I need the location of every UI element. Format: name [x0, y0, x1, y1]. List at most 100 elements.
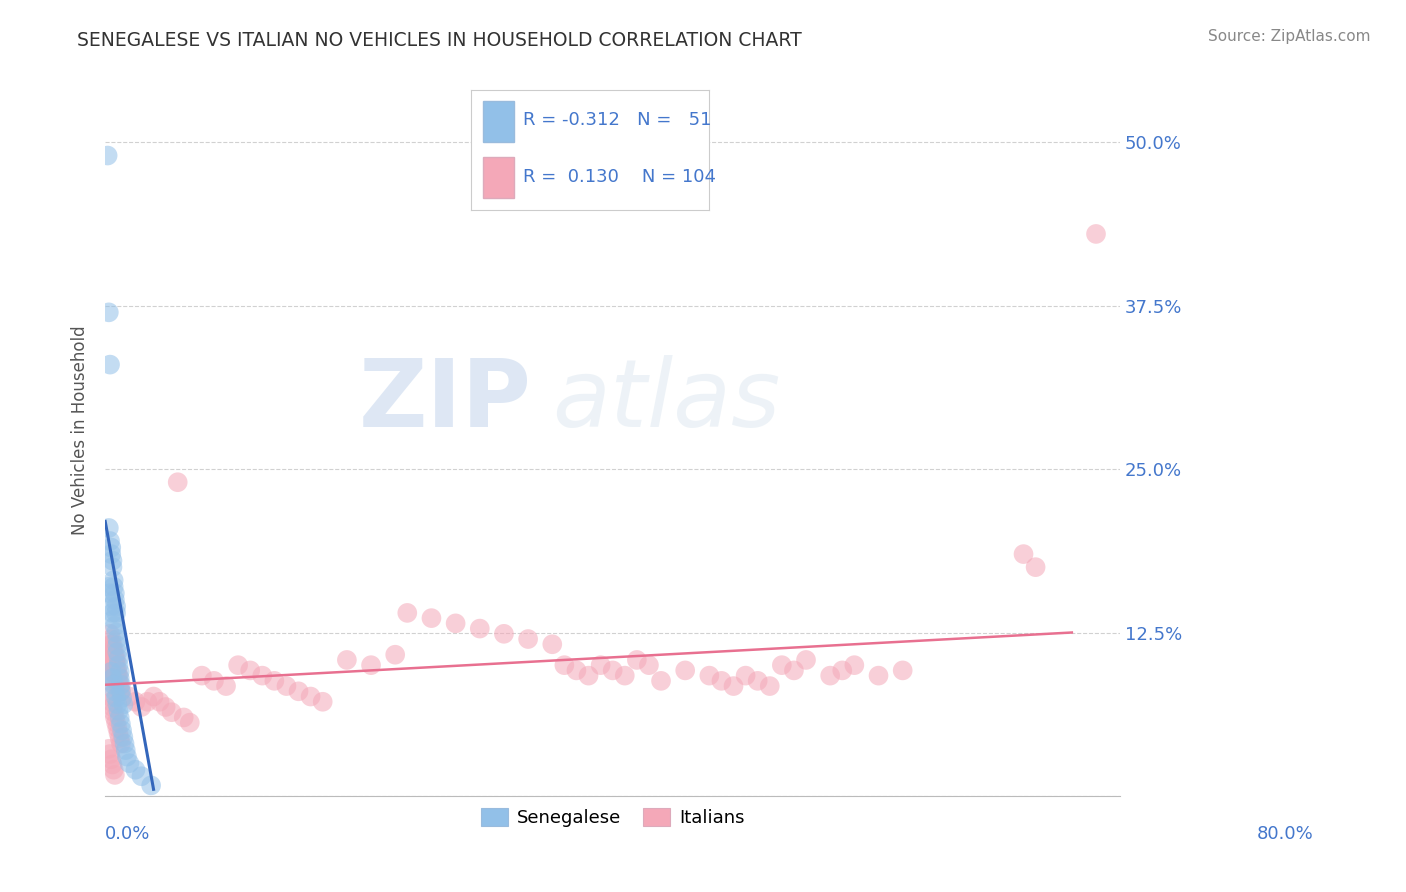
Point — [110, 684, 132, 698]
Point — [100, 648, 122, 662]
Point — [105, 639, 128, 653]
Point — [1085, 227, 1108, 241]
Point — [287, 684, 309, 698]
Point — [166, 475, 188, 490]
Point — [831, 664, 853, 678]
Text: ZIP: ZIP — [359, 355, 531, 447]
Point — [105, 721, 128, 735]
Point — [100, 632, 122, 646]
Point — [131, 769, 153, 783]
Point — [124, 695, 146, 709]
Point — [114, 737, 136, 751]
Point — [100, 752, 122, 766]
Point — [602, 664, 624, 678]
Point — [98, 747, 121, 761]
Point — [101, 642, 124, 657]
Y-axis label: No Vehicles in Household: No Vehicles in Household — [72, 326, 89, 535]
Point — [783, 664, 806, 678]
Point — [108, 665, 131, 679]
Point — [215, 679, 238, 693]
Point — [723, 679, 745, 693]
Point — [673, 664, 696, 678]
Point — [103, 580, 125, 594]
Point — [105, 673, 128, 688]
Point — [105, 668, 128, 682]
Point — [103, 642, 125, 657]
Point — [312, 695, 335, 709]
Point — [105, 698, 128, 712]
Point — [108, 710, 131, 724]
Text: atlas: atlas — [551, 355, 780, 446]
Point — [103, 573, 125, 587]
Point — [112, 698, 135, 712]
Point — [103, 705, 125, 719]
Point — [173, 710, 195, 724]
Point — [98, 358, 121, 372]
Text: SENEGALESE VS ITALIAN NO VEHICLES IN HOUSEHOLD CORRELATION CHART: SENEGALESE VS ITALIAN NO VEHICLES IN HOU… — [77, 31, 801, 50]
Point — [818, 668, 841, 682]
Point — [100, 547, 122, 561]
Point — [699, 668, 721, 682]
Point — [105, 645, 128, 659]
Point — [139, 778, 162, 792]
Point — [492, 627, 515, 641]
Point — [108, 671, 131, 685]
Point — [115, 749, 138, 764]
Point — [107, 726, 129, 740]
Point — [396, 606, 419, 620]
Point — [107, 658, 129, 673]
Point — [100, 541, 122, 555]
Point — [104, 586, 127, 600]
Point — [110, 717, 132, 731]
Point — [104, 648, 127, 662]
Point — [103, 658, 125, 673]
Point — [299, 690, 322, 704]
Point — [97, 741, 120, 756]
Text: Source: ZipAtlas.com: Source: ZipAtlas.com — [1208, 29, 1371, 44]
Point — [239, 664, 262, 678]
Point — [101, 637, 124, 651]
Point — [101, 671, 124, 685]
Point — [626, 653, 648, 667]
Point — [100, 695, 122, 709]
Text: 80.0%: 80.0% — [1257, 825, 1313, 843]
Point — [107, 704, 129, 718]
Point — [179, 715, 201, 730]
Point — [105, 625, 128, 640]
Point — [107, 651, 129, 665]
Point — [104, 768, 127, 782]
Point — [111, 690, 134, 705]
Point — [108, 731, 131, 746]
Point — [131, 700, 153, 714]
Point — [844, 658, 866, 673]
Point — [104, 710, 127, 724]
Point — [104, 592, 127, 607]
Point — [1012, 547, 1035, 561]
Point — [541, 637, 564, 651]
Point — [114, 743, 136, 757]
Point — [263, 673, 285, 688]
Point — [124, 763, 146, 777]
Point — [613, 668, 636, 682]
Point — [105, 658, 128, 673]
Point — [149, 695, 172, 709]
Point — [111, 723, 134, 738]
Legend: Senegalese, Italians: Senegalese, Italians — [474, 801, 752, 834]
Point — [105, 653, 128, 667]
Point — [105, 664, 128, 678]
Point — [276, 679, 298, 693]
Point — [98, 673, 121, 688]
Point — [105, 715, 128, 730]
Point — [100, 668, 122, 682]
Point — [191, 668, 214, 682]
Point — [578, 668, 600, 682]
Point — [107, 673, 129, 688]
Point — [517, 632, 540, 646]
Point — [108, 684, 131, 698]
Point — [384, 648, 406, 662]
Point — [747, 673, 769, 688]
Point — [103, 648, 125, 662]
Point — [97, 580, 120, 594]
Point — [97, 148, 120, 162]
Point — [98, 586, 121, 600]
